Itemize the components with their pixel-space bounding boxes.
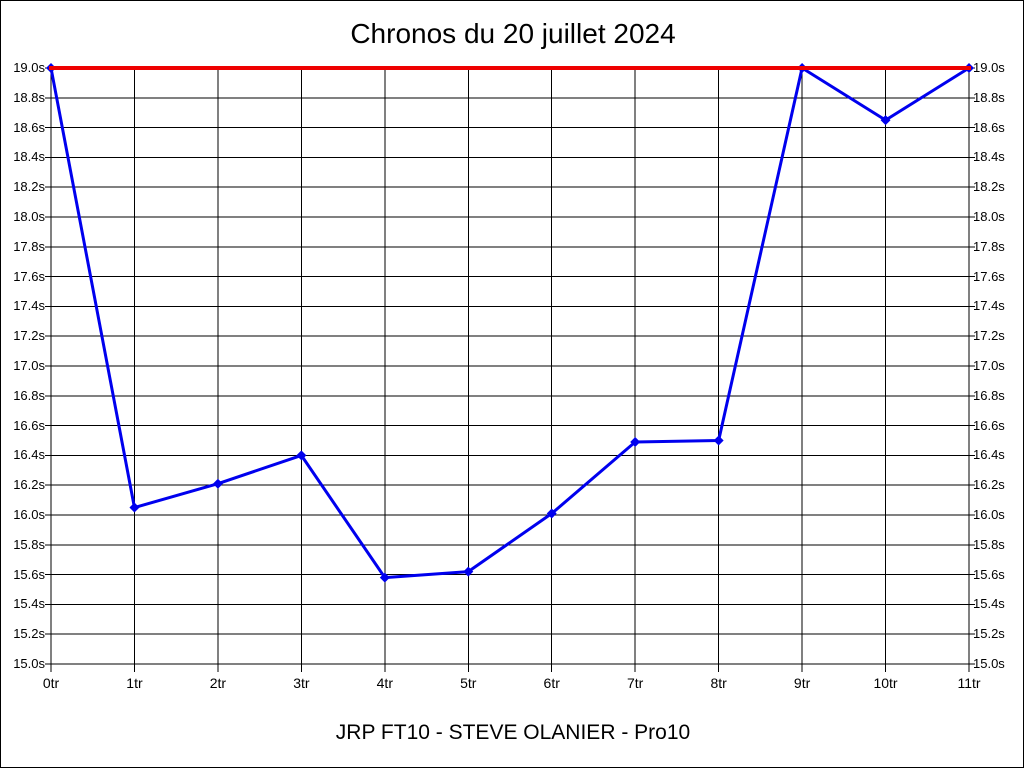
x-tick-label: 8tr	[710, 675, 727, 691]
y-tick-label-left: 16.0s	[13, 507, 45, 522]
x-tick-label: 6tr	[543, 675, 560, 691]
y-tick-label-right: 16.4s	[973, 447, 1005, 463]
y-tick-label-left: 17.2s	[13, 328, 45, 344]
y-tick-label-right: 15.6s	[973, 566, 1005, 582]
y-tick-label-left: 16.8s	[13, 387, 45, 403]
y-tick-label-left: 18.2s	[13, 179, 45, 195]
y-tick-label-left: 17.4s	[13, 298, 45, 314]
x-tick-label: 3tr	[293, 675, 310, 691]
x-tick-label: 5tr	[460, 675, 477, 691]
y-tick-label-right: 16.0s	[973, 507, 1005, 522]
data-point-marker	[379, 572, 390, 583]
y-tick-label-right: 18.4s	[973, 149, 1005, 165]
y-tick-label-left: 15.6s	[13, 566, 45, 582]
data-point-marker	[463, 566, 474, 577]
x-tick-label: 4tr	[376, 675, 393, 691]
y-tick-label-left: 18.0s	[13, 209, 45, 224]
y-tick-label-right: 15.0s	[973, 656, 1005, 671]
y-tick-label-right: 18.6s	[973, 119, 1005, 135]
y-tick-label-left: 18.4s	[13, 149, 45, 165]
y-tick-label-left: 15.0s	[13, 656, 45, 671]
y-tick-label-right: 17.8s	[973, 238, 1005, 254]
x-tick-label: 7tr	[627, 675, 644, 691]
y-tick-label-right: 19.0s	[973, 60, 1005, 75]
data-point-marker	[713, 435, 724, 446]
x-tick-label: 11tr	[957, 675, 981, 691]
y-tick-label-right: 18.2s	[973, 179, 1005, 195]
y-tick-label-left: 16.2s	[13, 477, 45, 493]
y-tick-label-left: 16.6s	[13, 417, 45, 433]
x-tick-label: 1tr	[126, 675, 143, 691]
y-tick-label-left: 19.0s	[13, 60, 45, 75]
y-tick-label-left: 17.0s	[13, 358, 45, 373]
y-tick-label-right: 17.0s	[973, 358, 1005, 373]
y-tick-label-left: 15.8s	[13, 536, 45, 552]
y-tick-label-right: 15.8s	[973, 536, 1005, 552]
x-tick-label: 10tr	[873, 675, 898, 691]
data-point-marker	[630, 436, 641, 447]
y-tick-label-left: 17.6s	[13, 268, 45, 284]
chart-footer: JRP FT10 - STEVE OLANIER - Pro10	[335, 721, 691, 744]
y-tick-label-right: 17.6s	[973, 268, 1005, 284]
y-tick-label-left: 17.8s	[13, 238, 45, 254]
x-tick-label: 2tr	[209, 675, 227, 691]
chrono-series-line	[49, 66, 970, 580]
y-tick-label-right: 17.4s	[973, 298, 1005, 314]
y-tick-label-left: 15.4s	[13, 596, 45, 612]
y-tick-label-left: 16.4s	[13, 447, 45, 463]
y-tick-label-right: 15.4s	[973, 596, 1005, 612]
y-tick-label-right: 17.2s	[973, 328, 1005, 344]
chart-title: Chronos du 20 juillet 2024	[350, 18, 676, 49]
data-point-marker	[880, 115, 891, 126]
y-tick-label-left: 18.6s	[13, 119, 45, 135]
data-point-marker	[296, 450, 307, 461]
y-tick-label-left: 18.8s	[13, 89, 45, 105]
data-point-marker	[212, 478, 223, 489]
y-tick-label-right: 18.8s	[973, 89, 1005, 105]
y-tick-label-left: 15.2s	[13, 626, 45, 642]
y-tick-label-right: 15.2s	[973, 626, 1005, 642]
y-tick-label-right: 16.6s	[973, 417, 1005, 433]
y-tick-label-right: 16.2s	[973, 477, 1005, 493]
x-tick-label: 9tr	[793, 675, 811, 691]
x-tick-label: 0tr	[42, 675, 60, 691]
data-point-marker	[129, 502, 140, 513]
y-tick-label-right: 18.0s	[973, 209, 1005, 224]
y-tick-label-right: 16.8s	[973, 387, 1005, 403]
data-point-marker	[546, 508, 557, 519]
